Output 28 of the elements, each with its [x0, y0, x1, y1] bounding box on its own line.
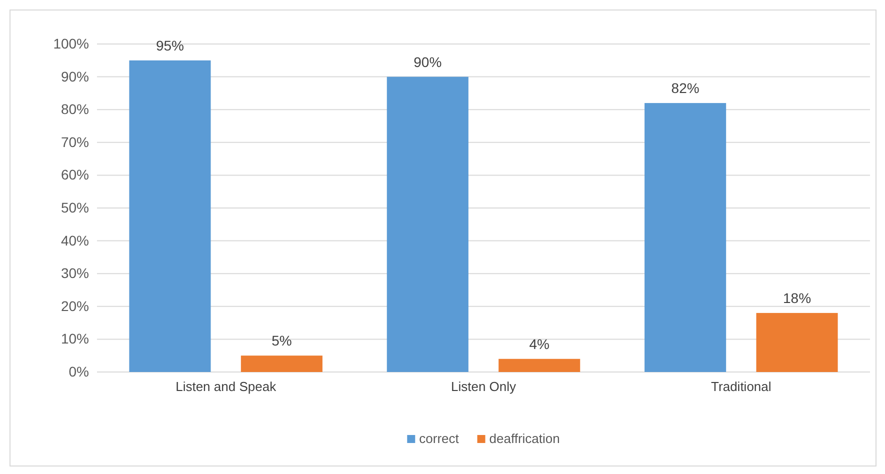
data-label: 5%: [272, 332, 292, 349]
bar: [644, 103, 726, 372]
y-tick-label: 80%: [60, 101, 89, 118]
x-tick-label: Listen Only: [450, 379, 517, 394]
x-tick-label: Listen and Speak: [176, 379, 277, 394]
data-label: 82%: [671, 80, 700, 96]
legend-label: correct: [419, 431, 460, 446]
y-tick-label: 10%: [60, 330, 89, 347]
y-tick-label: 0%: [68, 363, 89, 380]
bar: [386, 76, 468, 372]
y-tick-label: 40%: [60, 232, 89, 248]
y-tick-label: 100%: [53, 35, 89, 52]
bar: [129, 60, 211, 372]
y-tick-label: 20%: [60, 298, 89, 314]
data-label: 90%: [414, 54, 442, 70]
legend-label: deaffrication: [489, 431, 560, 446]
y-tick-label: 60%: [60, 166, 89, 183]
x-tick-label: Traditional: [711, 379, 772, 394]
y-tick-label: 70%: [60, 134, 89, 150]
bar: [756, 312, 838, 372]
data-label: 4%: [529, 336, 550, 352]
y-tick-label: 50%: [60, 199, 89, 216]
y-tick-label: 90%: [60, 68, 89, 84]
bar: [498, 358, 580, 372]
bar: [240, 356, 322, 372]
data-label: 95%: [156, 37, 184, 54]
y-tick-label: 30%: [60, 265, 89, 282]
data-label: 18%: [783, 290, 812, 306]
